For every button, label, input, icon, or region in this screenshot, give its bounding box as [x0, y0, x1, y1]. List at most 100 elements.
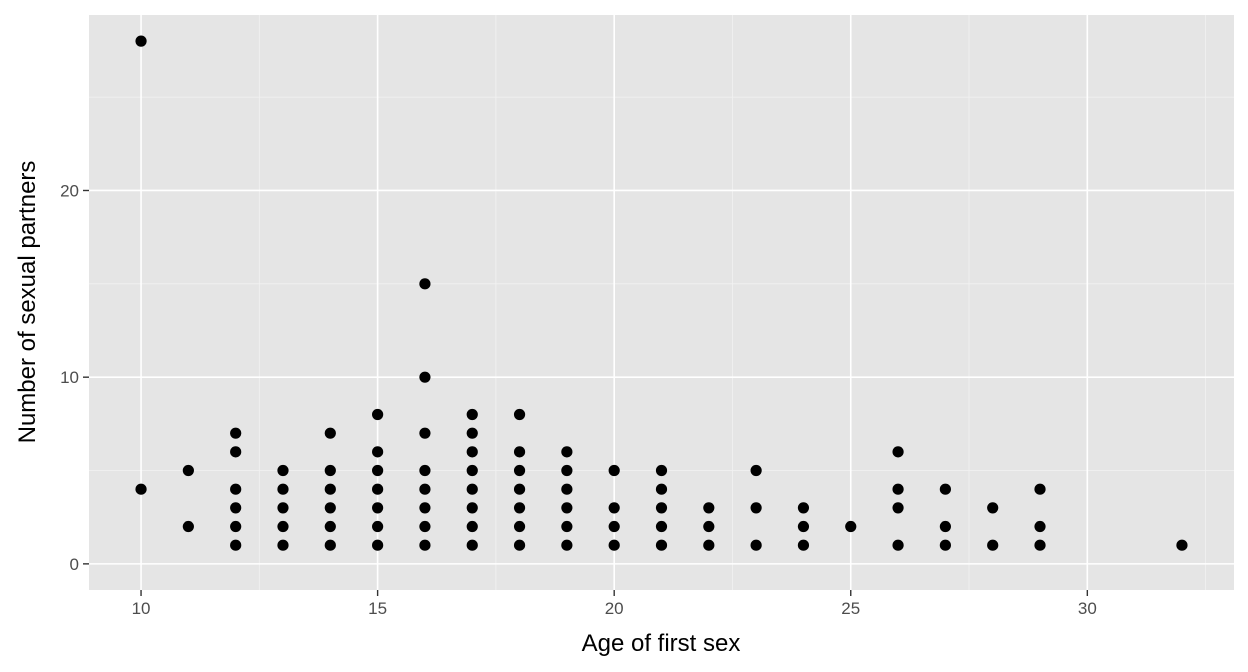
data-point [230, 446, 242, 458]
data-point [939, 520, 951, 533]
data-point [561, 520, 573, 533]
data-point [230, 539, 242, 551]
data-point [608, 539, 620, 551]
data-point [324, 483, 336, 495]
data-point [466, 408, 478, 421]
x-tick-label: 20 [605, 599, 624, 618]
data-point [655, 483, 668, 495]
data-point [561, 483, 573, 495]
y-tick-label: 0 [70, 555, 79, 574]
data-point [1176, 539, 1188, 551]
data-point [750, 464, 762, 477]
data-point [1034, 483, 1046, 495]
data-point [655, 464, 668, 477]
data-point [466, 427, 478, 439]
data-point [608, 502, 620, 514]
data-point [135, 35, 147, 47]
data-point [1034, 539, 1046, 551]
x-tick-label: 10 [132, 599, 151, 618]
data-point [419, 502, 431, 514]
x-tick-label: 15 [368, 599, 387, 618]
data-point [372, 539, 384, 551]
data-point [561, 502, 573, 514]
data-point [419, 539, 431, 551]
data-point [466, 483, 478, 495]
data-point [372, 502, 384, 514]
data-point [324, 520, 336, 533]
x-axis-title: Age of first sex [582, 630, 741, 657]
data-point [655, 520, 668, 533]
data-point [324, 427, 336, 439]
data-point [703, 539, 715, 551]
data-point [324, 539, 336, 551]
y-tick-label: 10 [60, 368, 79, 387]
data-point [182, 520, 194, 533]
data-point [987, 539, 999, 551]
y-tick-label: 20 [60, 181, 79, 200]
data-point [466, 520, 478, 533]
data-point [372, 446, 384, 458]
data-point [703, 520, 715, 533]
data-point [513, 539, 526, 551]
data-point [892, 446, 904, 458]
data-point [939, 483, 951, 495]
data-point [513, 464, 526, 477]
data-point [987, 502, 999, 514]
data-point [419, 483, 431, 495]
data-point [277, 539, 289, 551]
data-point [277, 502, 289, 514]
data-point [892, 539, 904, 551]
data-point [750, 502, 762, 514]
data-point [277, 483, 289, 495]
data-point [419, 464, 431, 477]
data-point [230, 483, 242, 495]
data-point [608, 464, 620, 477]
data-point [182, 464, 194, 477]
data-point [419, 427, 431, 439]
data-point [703, 502, 715, 514]
grid-lines [89, 15, 1234, 590]
data-point [892, 483, 904, 495]
data-point [561, 446, 573, 458]
data-point [230, 502, 242, 514]
data-point [372, 520, 384, 533]
data-point [372, 483, 384, 495]
data-point [230, 520, 242, 533]
data-point [513, 520, 526, 533]
data-point [608, 520, 620, 533]
data-point [419, 278, 431, 290]
axis-ticks: 10 15 20 25 30 0 10 20 [60, 181, 1097, 618]
data-point [845, 520, 857, 533]
data-point [797, 520, 810, 533]
data-point [466, 539, 478, 551]
data-point [561, 464, 573, 477]
data-point [561, 539, 573, 551]
data-point [1034, 520, 1046, 533]
data-point [324, 502, 336, 514]
data-point [797, 539, 810, 551]
data-point [892, 502, 904, 514]
data-point [419, 520, 431, 533]
data-point [750, 539, 762, 551]
data-point [513, 502, 526, 514]
data-point [513, 483, 526, 495]
data-point [466, 446, 478, 458]
data-point [466, 502, 478, 514]
data-point [277, 520, 289, 533]
data-point [466, 464, 478, 477]
data-point [230, 427, 242, 439]
data-point [655, 502, 668, 514]
data-point [797, 502, 810, 514]
data-point [135, 483, 147, 495]
data-point [513, 446, 526, 458]
data-point [513, 408, 526, 421]
data-point [939, 539, 951, 551]
y-axis-title: Number of sexual partners [14, 161, 41, 444]
data-point [324, 464, 336, 477]
data-point [372, 408, 384, 421]
data-point [277, 464, 289, 477]
data-points [135, 35, 1188, 551]
data-point [655, 539, 668, 551]
data-point [372, 464, 384, 477]
